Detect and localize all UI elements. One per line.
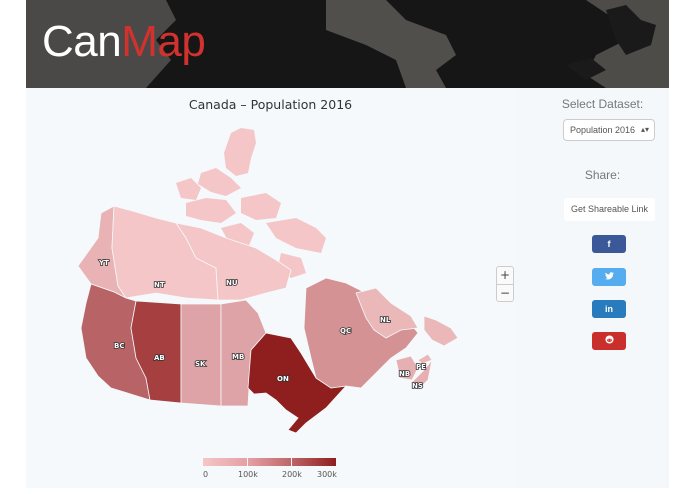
legend-color-bar <box>203 458 336 466</box>
label-sk: SK <box>195 360 206 368</box>
province-nb[interactable] <box>395 355 419 381</box>
province-qc[interactable] <box>303 277 419 389</box>
label-nl: NL <box>380 316 391 324</box>
select-arrows-icon: ▴▾ <box>640 125 649 134</box>
province-nu[interactable] <box>175 222 292 301</box>
header-background-map <box>26 0 669 88</box>
facebook-icon: f <box>607 239 611 249</box>
label-mb: MB <box>232 353 244 361</box>
label-on: ON <box>277 375 289 383</box>
province-nl[interactable] <box>355 287 419 339</box>
label-nt: NT <box>154 281 165 289</box>
province-nl-island[interactable] <box>423 315 459 347</box>
dataset-select[interactable]: Population 2016 ▴▾ <box>563 119 655 141</box>
label-bc: BC <box>114 342 124 350</box>
province-pe[interactable] <box>417 353 433 365</box>
legend-label-200k: 200k <box>282 470 302 479</box>
linkedin-share-button[interactable]: in <box>592 300 626 318</box>
legend-label-0: 0 <box>203 470 209 479</box>
zoom-in-button[interactable]: + <box>499 268 511 282</box>
label-nb: NB <box>399 370 410 378</box>
logo-text-map: Map <box>121 17 206 66</box>
label-yt: YT <box>98 259 109 267</box>
dataset-select-value: Population 2016 <box>570 125 636 135</box>
label-pe: PE <box>416 363 426 371</box>
label-nu: NU <box>226 279 238 287</box>
map-panel[interactable]: Canada – Population 2016 <box>26 88 515 488</box>
zoom-out-button[interactable]: − <box>497 284 513 301</box>
province-sk[interactable] <box>180 303 222 407</box>
map-zoom-control: + − <box>496 266 514 302</box>
label-qc: QC <box>340 327 351 335</box>
app-logo[interactable]: CanMap <box>42 17 206 66</box>
get-shareable-link-button[interactable]: Get Shareable Link <box>564 198 655 221</box>
logo-text-can: Can <box>42 17 122 66</box>
sidebar: Select Dataset: Population 2016 ▴▾ Share… <box>536 88 669 488</box>
label-ab: AB <box>154 354 165 362</box>
twitter-icon <box>604 272 614 282</box>
linkedin-icon: in <box>605 304 613 314</box>
reddit-icon <box>604 335 614 346</box>
label-ns: NS <box>412 382 423 390</box>
reddit-share-button[interactable] <box>592 332 626 350</box>
share-label: Share: <box>584 168 621 182</box>
select-dataset-label: Select Dataset: <box>561 97 644 111</box>
legend-label-100k: 100k <box>238 470 258 479</box>
map-legend: 0 100k 200k 300k <box>203 458 337 482</box>
choropleth-map[interactable]: YT NT NU BC AB SK MB ON QC NL NB NS PE <box>26 88 515 488</box>
province-on[interactable] <box>247 332 348 434</box>
province-nu-islands[interactable] <box>176 128 326 278</box>
legend-label-300k: 300k <box>317 470 337 479</box>
facebook-share-button[interactable]: f <box>592 235 626 253</box>
header-banner: CanMap <box>26 0 669 88</box>
map-title: Canada – Population 2016 <box>188 97 353 112</box>
province-ns[interactable] <box>410 359 433 391</box>
content-area: Canada – Population 2016 <box>26 88 669 488</box>
twitter-share-button[interactable] <box>592 268 626 286</box>
